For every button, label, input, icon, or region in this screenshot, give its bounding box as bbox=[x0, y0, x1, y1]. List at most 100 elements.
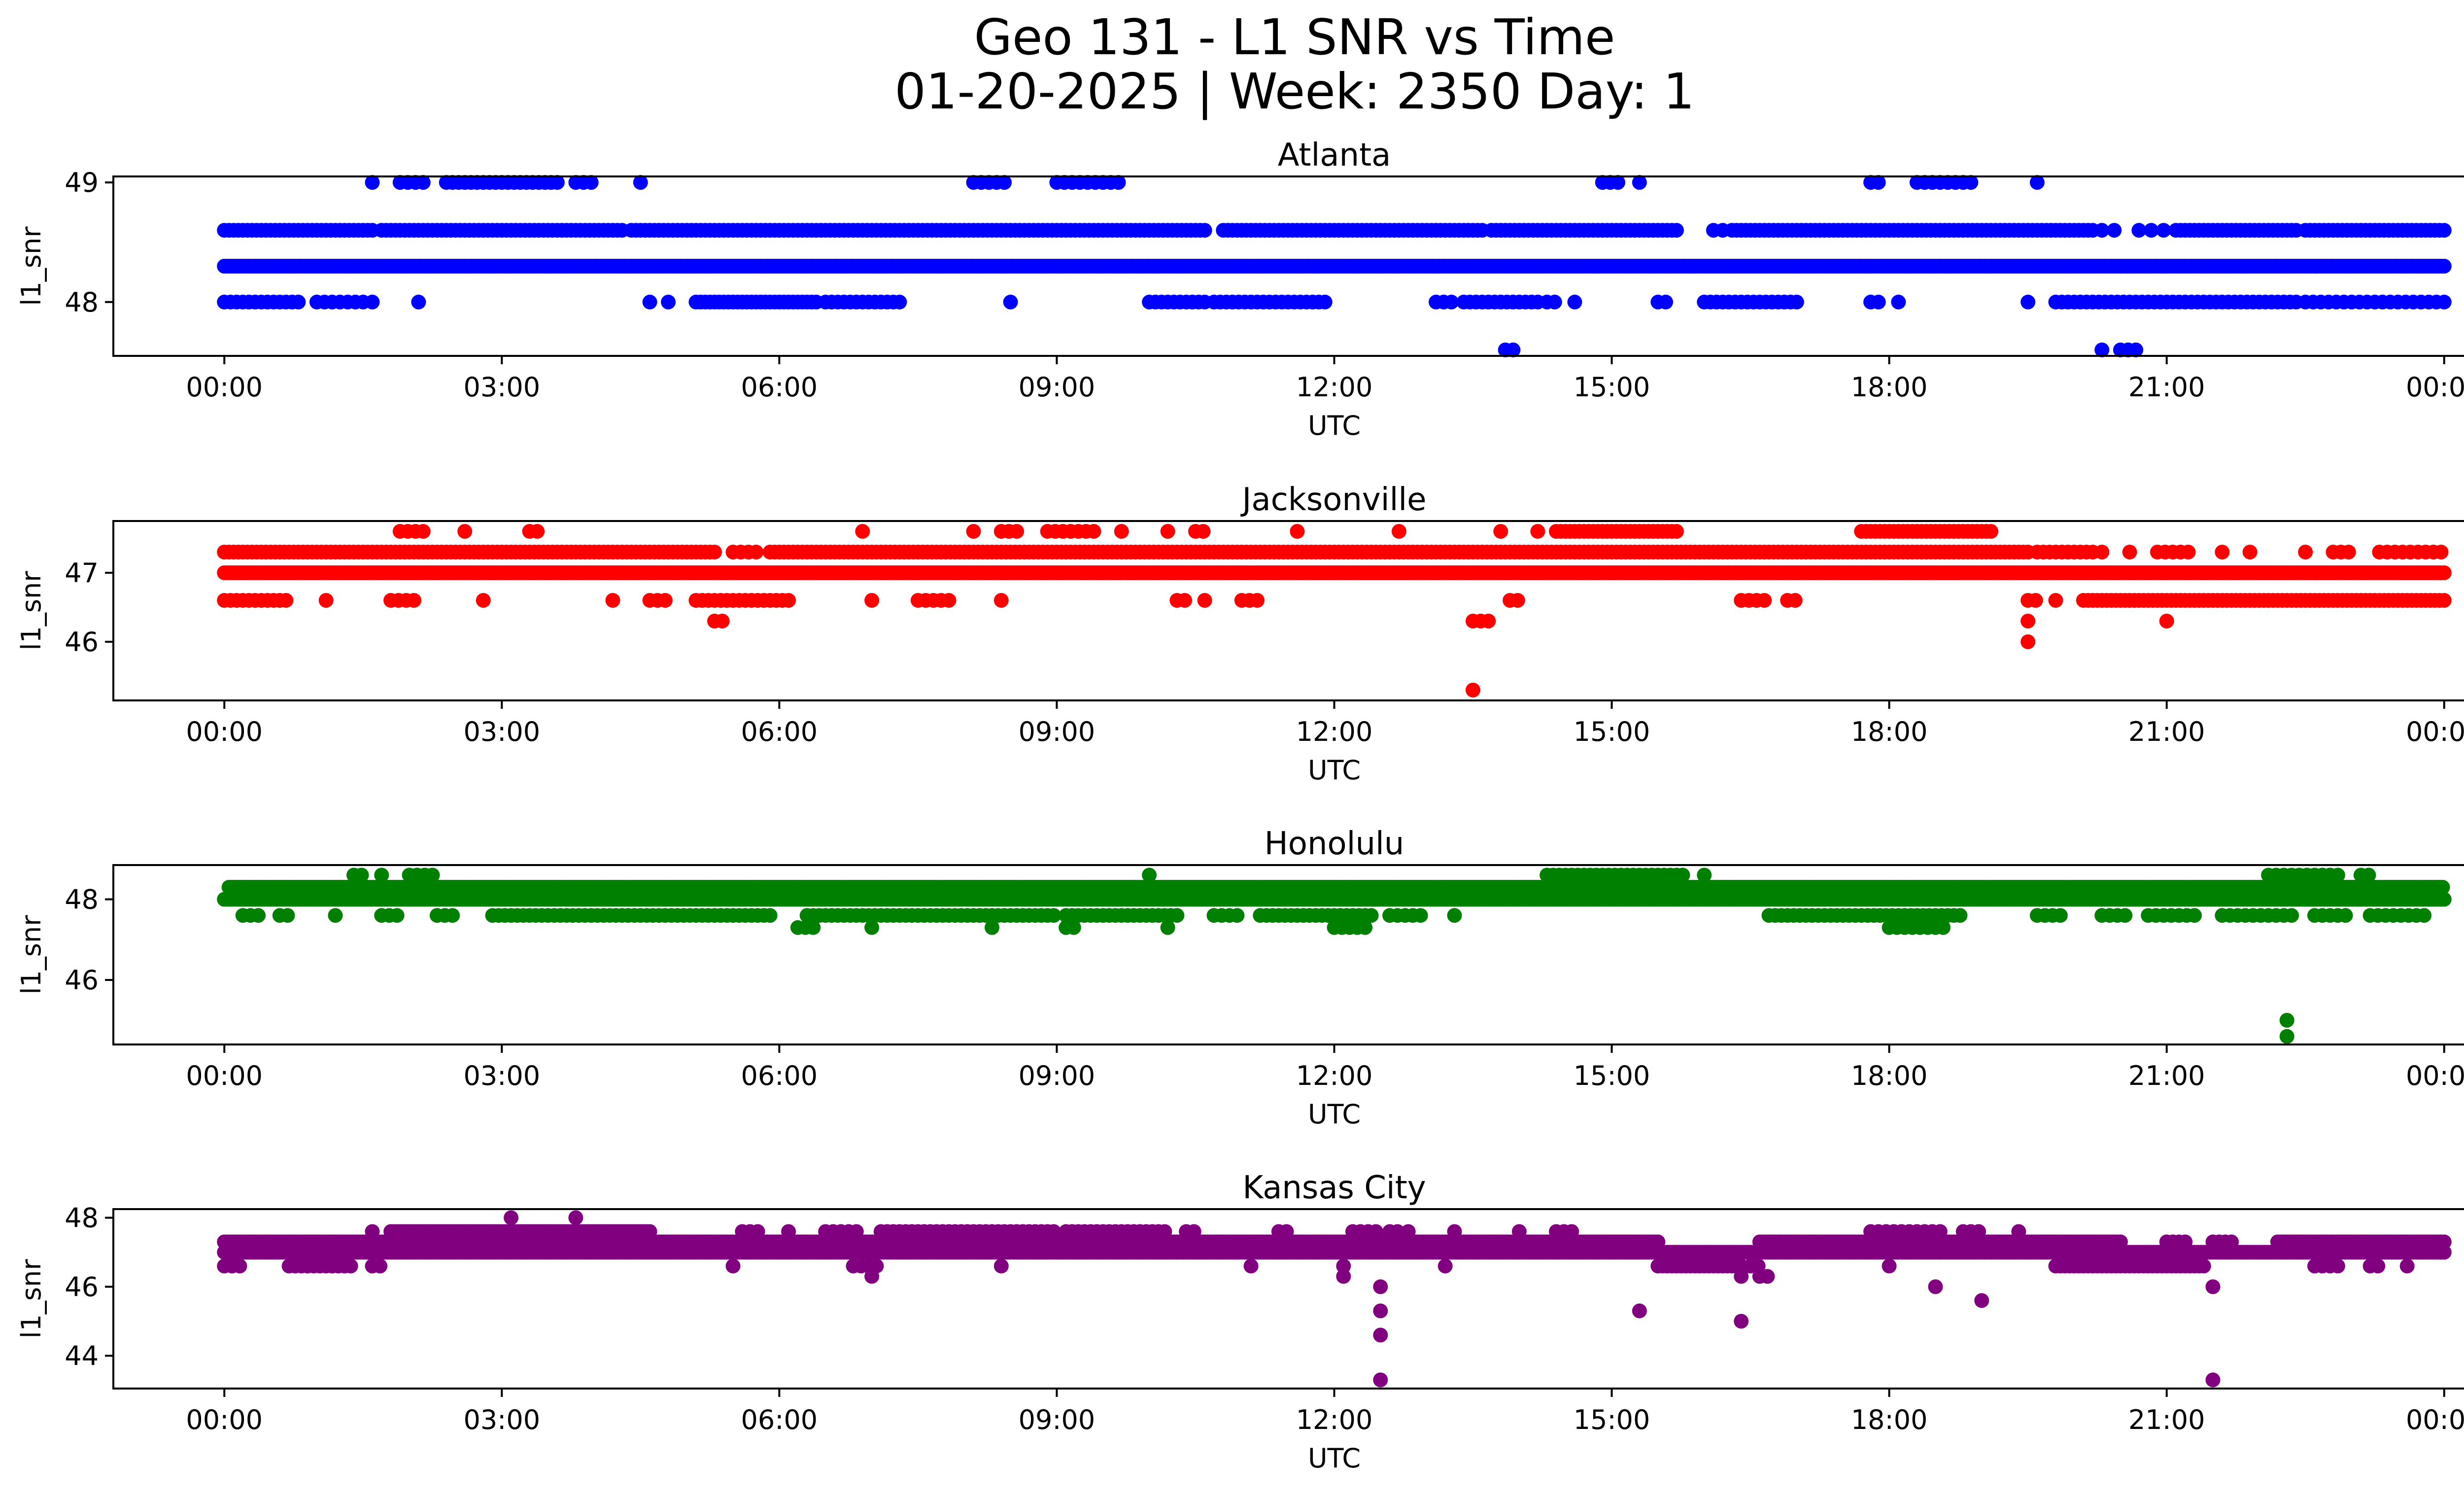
data-point bbox=[1197, 593, 1212, 608]
data-point bbox=[2433, 545, 2449, 559]
data-point bbox=[2048, 593, 2063, 608]
data-point bbox=[2020, 634, 2036, 649]
data-point bbox=[985, 920, 999, 935]
data-point bbox=[993, 593, 1009, 608]
data-point bbox=[2279, 1029, 2294, 1044]
data-point bbox=[2436, 223, 2452, 238]
data-point bbox=[1160, 524, 1175, 539]
data-point bbox=[2094, 223, 2110, 238]
data-point bbox=[633, 175, 648, 190]
data-point bbox=[365, 175, 380, 190]
data-point bbox=[374, 868, 389, 883]
data-point bbox=[2144, 223, 2159, 238]
data-point bbox=[1984, 524, 1999, 539]
data-point bbox=[1952, 908, 1968, 923]
data-point bbox=[1510, 593, 1525, 608]
data-point bbox=[2118, 908, 2133, 923]
data-point bbox=[530, 524, 545, 539]
x-tick-label: 21:00 bbox=[2128, 372, 2205, 403]
data-point bbox=[1196, 524, 1211, 539]
data-point bbox=[407, 593, 421, 608]
data-point bbox=[1963, 175, 1979, 190]
data-point bbox=[1111, 175, 1126, 190]
data-point bbox=[1547, 294, 1562, 310]
data-point bbox=[1871, 294, 1886, 310]
data-point bbox=[2436, 593, 2452, 608]
data-point bbox=[864, 920, 880, 935]
y-tick-label: 49 bbox=[65, 167, 99, 198]
data-point bbox=[457, 524, 473, 539]
data-point bbox=[354, 868, 369, 883]
subplot-title: Kansas City bbox=[1242, 1170, 1426, 1206]
data-point bbox=[997, 175, 1012, 190]
data-point bbox=[2131, 223, 2147, 238]
data-point bbox=[425, 868, 440, 883]
data-point bbox=[1391, 524, 1406, 539]
data-point bbox=[2435, 880, 2450, 895]
data-point bbox=[415, 175, 431, 190]
data-point bbox=[2107, 223, 2122, 238]
data-point bbox=[2284, 908, 2299, 923]
data-point bbox=[1658, 294, 1674, 310]
data-point bbox=[941, 593, 957, 608]
data-point bbox=[2242, 545, 2258, 559]
y-tick-label: 47 bbox=[65, 557, 99, 589]
data-point bbox=[318, 593, 334, 608]
data-point bbox=[2053, 908, 2068, 923]
x-axis-label: UTC bbox=[1308, 1099, 1361, 1130]
data-point bbox=[2122, 545, 2137, 559]
chart-title: Geo 131 - L1 SNR vs Time bbox=[974, 8, 1615, 66]
data-point bbox=[1610, 175, 1626, 190]
data-point bbox=[2020, 614, 2036, 628]
data-point bbox=[605, 593, 620, 608]
data-point bbox=[966, 524, 981, 539]
x-tick-label: 21:00 bbox=[2128, 1060, 2205, 1091]
data-point bbox=[892, 294, 907, 310]
x-tick-label: 03:00 bbox=[463, 716, 540, 747]
data-point bbox=[864, 593, 880, 608]
data-point bbox=[1506, 342, 1521, 357]
data-point bbox=[2361, 868, 2376, 883]
data-point bbox=[549, 175, 565, 190]
data-point bbox=[806, 920, 821, 935]
data-point bbox=[749, 545, 764, 559]
data-point bbox=[278, 593, 294, 608]
data-point bbox=[1787, 593, 1803, 608]
y-tick-label: 46 bbox=[65, 626, 99, 658]
data-point bbox=[2417, 908, 2432, 923]
data-point bbox=[1160, 920, 1175, 935]
x-tick-label: 15:00 bbox=[1574, 1060, 1650, 1091]
data-point bbox=[1197, 223, 1212, 238]
data-point bbox=[2020, 294, 2036, 310]
data-point bbox=[1413, 908, 1428, 923]
x-tick-label: 06:00 bbox=[741, 716, 818, 747]
data-point bbox=[1177, 593, 1193, 608]
x-tick-label: 00:00 bbox=[2406, 1060, 2464, 1091]
data-point bbox=[411, 294, 426, 310]
x-tick-label: 18:00 bbox=[1851, 372, 1928, 403]
x-tick-label: 09:00 bbox=[1019, 1060, 1095, 1091]
data-point bbox=[1447, 908, 1462, 923]
data-point bbox=[1009, 524, 1025, 539]
x-tick-label: 18:00 bbox=[1851, 1060, 1928, 1091]
data-point bbox=[1675, 868, 1690, 883]
scatter-series bbox=[217, 524, 2452, 697]
data-point bbox=[2338, 908, 2353, 923]
data-point bbox=[2187, 908, 2202, 923]
data-point bbox=[1757, 593, 1772, 608]
x-tick-label: 09:00 bbox=[1019, 372, 1095, 403]
data-point bbox=[1250, 593, 1265, 608]
data-point bbox=[1066, 920, 1081, 935]
data-point bbox=[415, 524, 431, 539]
data-point bbox=[642, 294, 657, 310]
data-point bbox=[2279, 1012, 2294, 1028]
data-point bbox=[280, 908, 295, 923]
data-point bbox=[1530, 524, 1545, 539]
data-point bbox=[445, 908, 460, 923]
data-point bbox=[1669, 223, 1684, 238]
data-point bbox=[328, 908, 343, 923]
x-tick-label: 21:00 bbox=[2128, 716, 2205, 747]
data-point bbox=[2029, 175, 2045, 190]
